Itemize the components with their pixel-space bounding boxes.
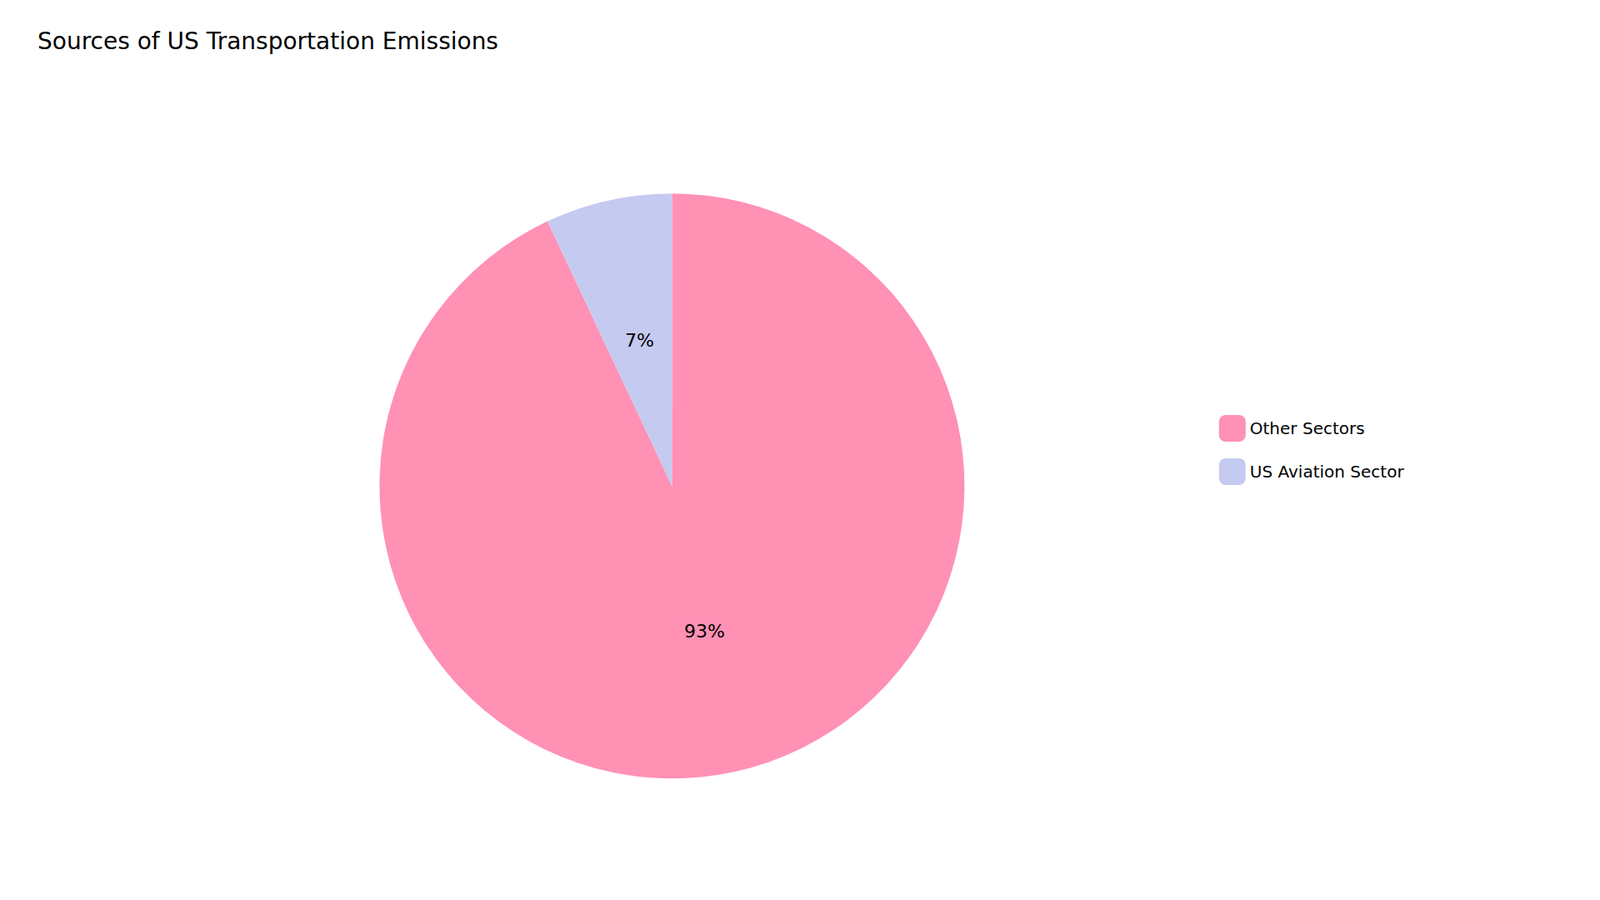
svg-text:Sources of US Transportation E: Sources of US Transportation Emissions [37, 27, 499, 55]
svg-text:Other Sectors: Other Sectors [1250, 418, 1365, 439]
svg-text:US Aviation Sector: US Aviation Sector [1250, 461, 1405, 482]
svg-text:93%: 93% [684, 620, 725, 642]
svg-text:7%: 7% [625, 330, 655, 351]
